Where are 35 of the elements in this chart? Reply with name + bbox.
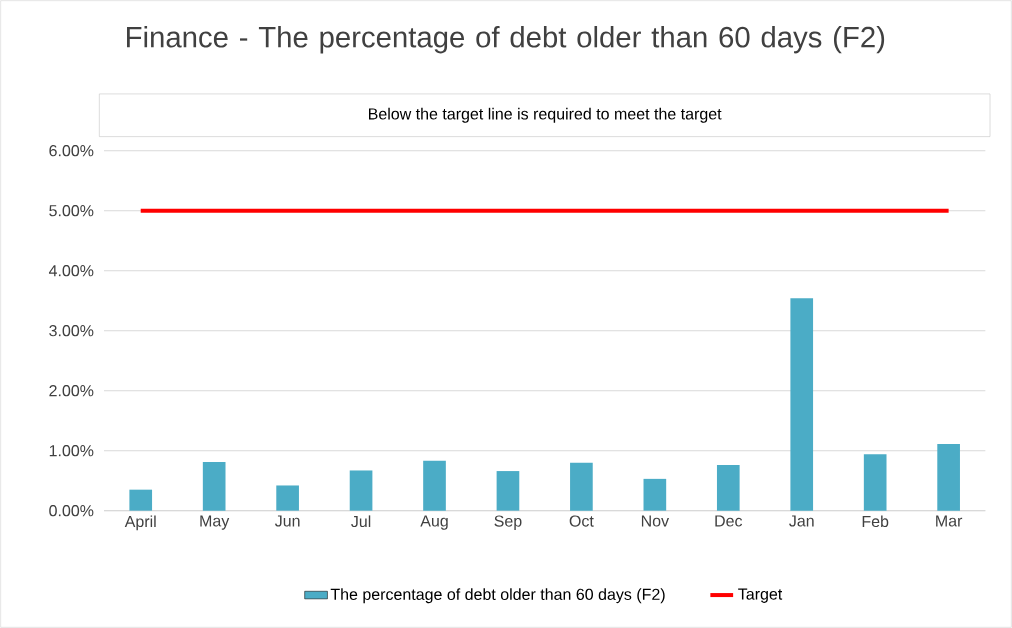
y-tick-label: 4.00% — [48, 265, 94, 277]
bar — [423, 460, 446, 511]
bar — [496, 471, 520, 511]
x-tick-label: Feb — [862, 515, 889, 528]
bar — [790, 298, 814, 511]
bar — [863, 454, 887, 511]
x-tick-label: Jun — [274, 515, 300, 527]
x-tick-label: Oct — [569, 515, 594, 527]
x-tick-label: Jul — [351, 515, 371, 528]
bar — [202, 462, 226, 511]
x-tick-label: Aug — [420, 515, 448, 530]
bar — [349, 470, 373, 511]
x-tick-label: April — [124, 515, 156, 531]
legend-label: The percentage of debt older than 60 days (F2) — [330, 588, 665, 604]
y-tick-label: 2.00% — [49, 385, 94, 397]
text: Below the target line is required to meet the target — [369, 107, 722, 123]
x-tick-label: May — [200, 515, 230, 530]
x-tick-label: Nov — [641, 515, 670, 527]
x-tick-label: Jan — [789, 515, 814, 527]
y-tick-label: 1.00% — [49, 445, 94, 457]
chart-title: Finance - The percentage of debt older than 60 days (F2) — [127, 26, 885, 54]
y-tick-label: 0.00% — [49, 505, 94, 517]
y-tick-label: 5.00% — [49, 205, 94, 217]
x-tick-label: Dec — [715, 515, 743, 527]
y-tick-label: 3.00% — [49, 325, 94, 337]
bar — [570, 462, 593, 511]
x-tick-label: Sep — [494, 515, 522, 530]
bar — [276, 485, 299, 511]
bar — [716, 465, 740, 511]
bar — [129, 489, 153, 511]
bar — [937, 444, 960, 511]
bar — [643, 478, 667, 511]
y-tick-label: 6.00% — [49, 145, 94, 157]
legend-label: Target — [738, 588, 783, 603]
x-tick-label: Mar — [936, 515, 963, 527]
